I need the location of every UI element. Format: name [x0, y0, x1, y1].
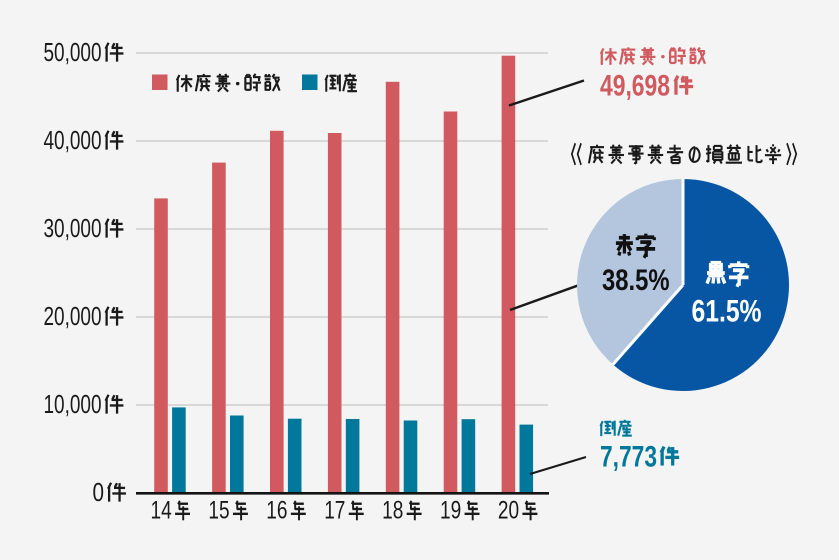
svg-text:14: 14 [151, 497, 172, 525]
svg-text:50,000: 50,000 [44, 39, 102, 67]
svg-text:61.5%: 61.5% [692, 293, 762, 329]
svg-text:40,000: 40,000 [44, 127, 102, 155]
svg-text:38.5%: 38.5% [602, 264, 670, 297]
svg-text:20,000: 20,000 [44, 303, 102, 331]
svg-text:18: 18 [382, 497, 403, 525]
svg-text:16: 16 [266, 497, 287, 525]
svg-text:10,000: 10,000 [44, 391, 102, 419]
svg-text:49,698: 49,698 [600, 69, 670, 102]
svg-text:7,773: 7,773 [600, 440, 657, 473]
svg-text:30,000: 30,000 [44, 215, 102, 243]
svg-text:17: 17 [324, 497, 345, 525]
svg-text:0: 0 [93, 479, 105, 507]
svg-text:15: 15 [208, 497, 229, 525]
svg-text:19: 19 [440, 497, 461, 525]
svg-text:20: 20 [498, 497, 519, 525]
